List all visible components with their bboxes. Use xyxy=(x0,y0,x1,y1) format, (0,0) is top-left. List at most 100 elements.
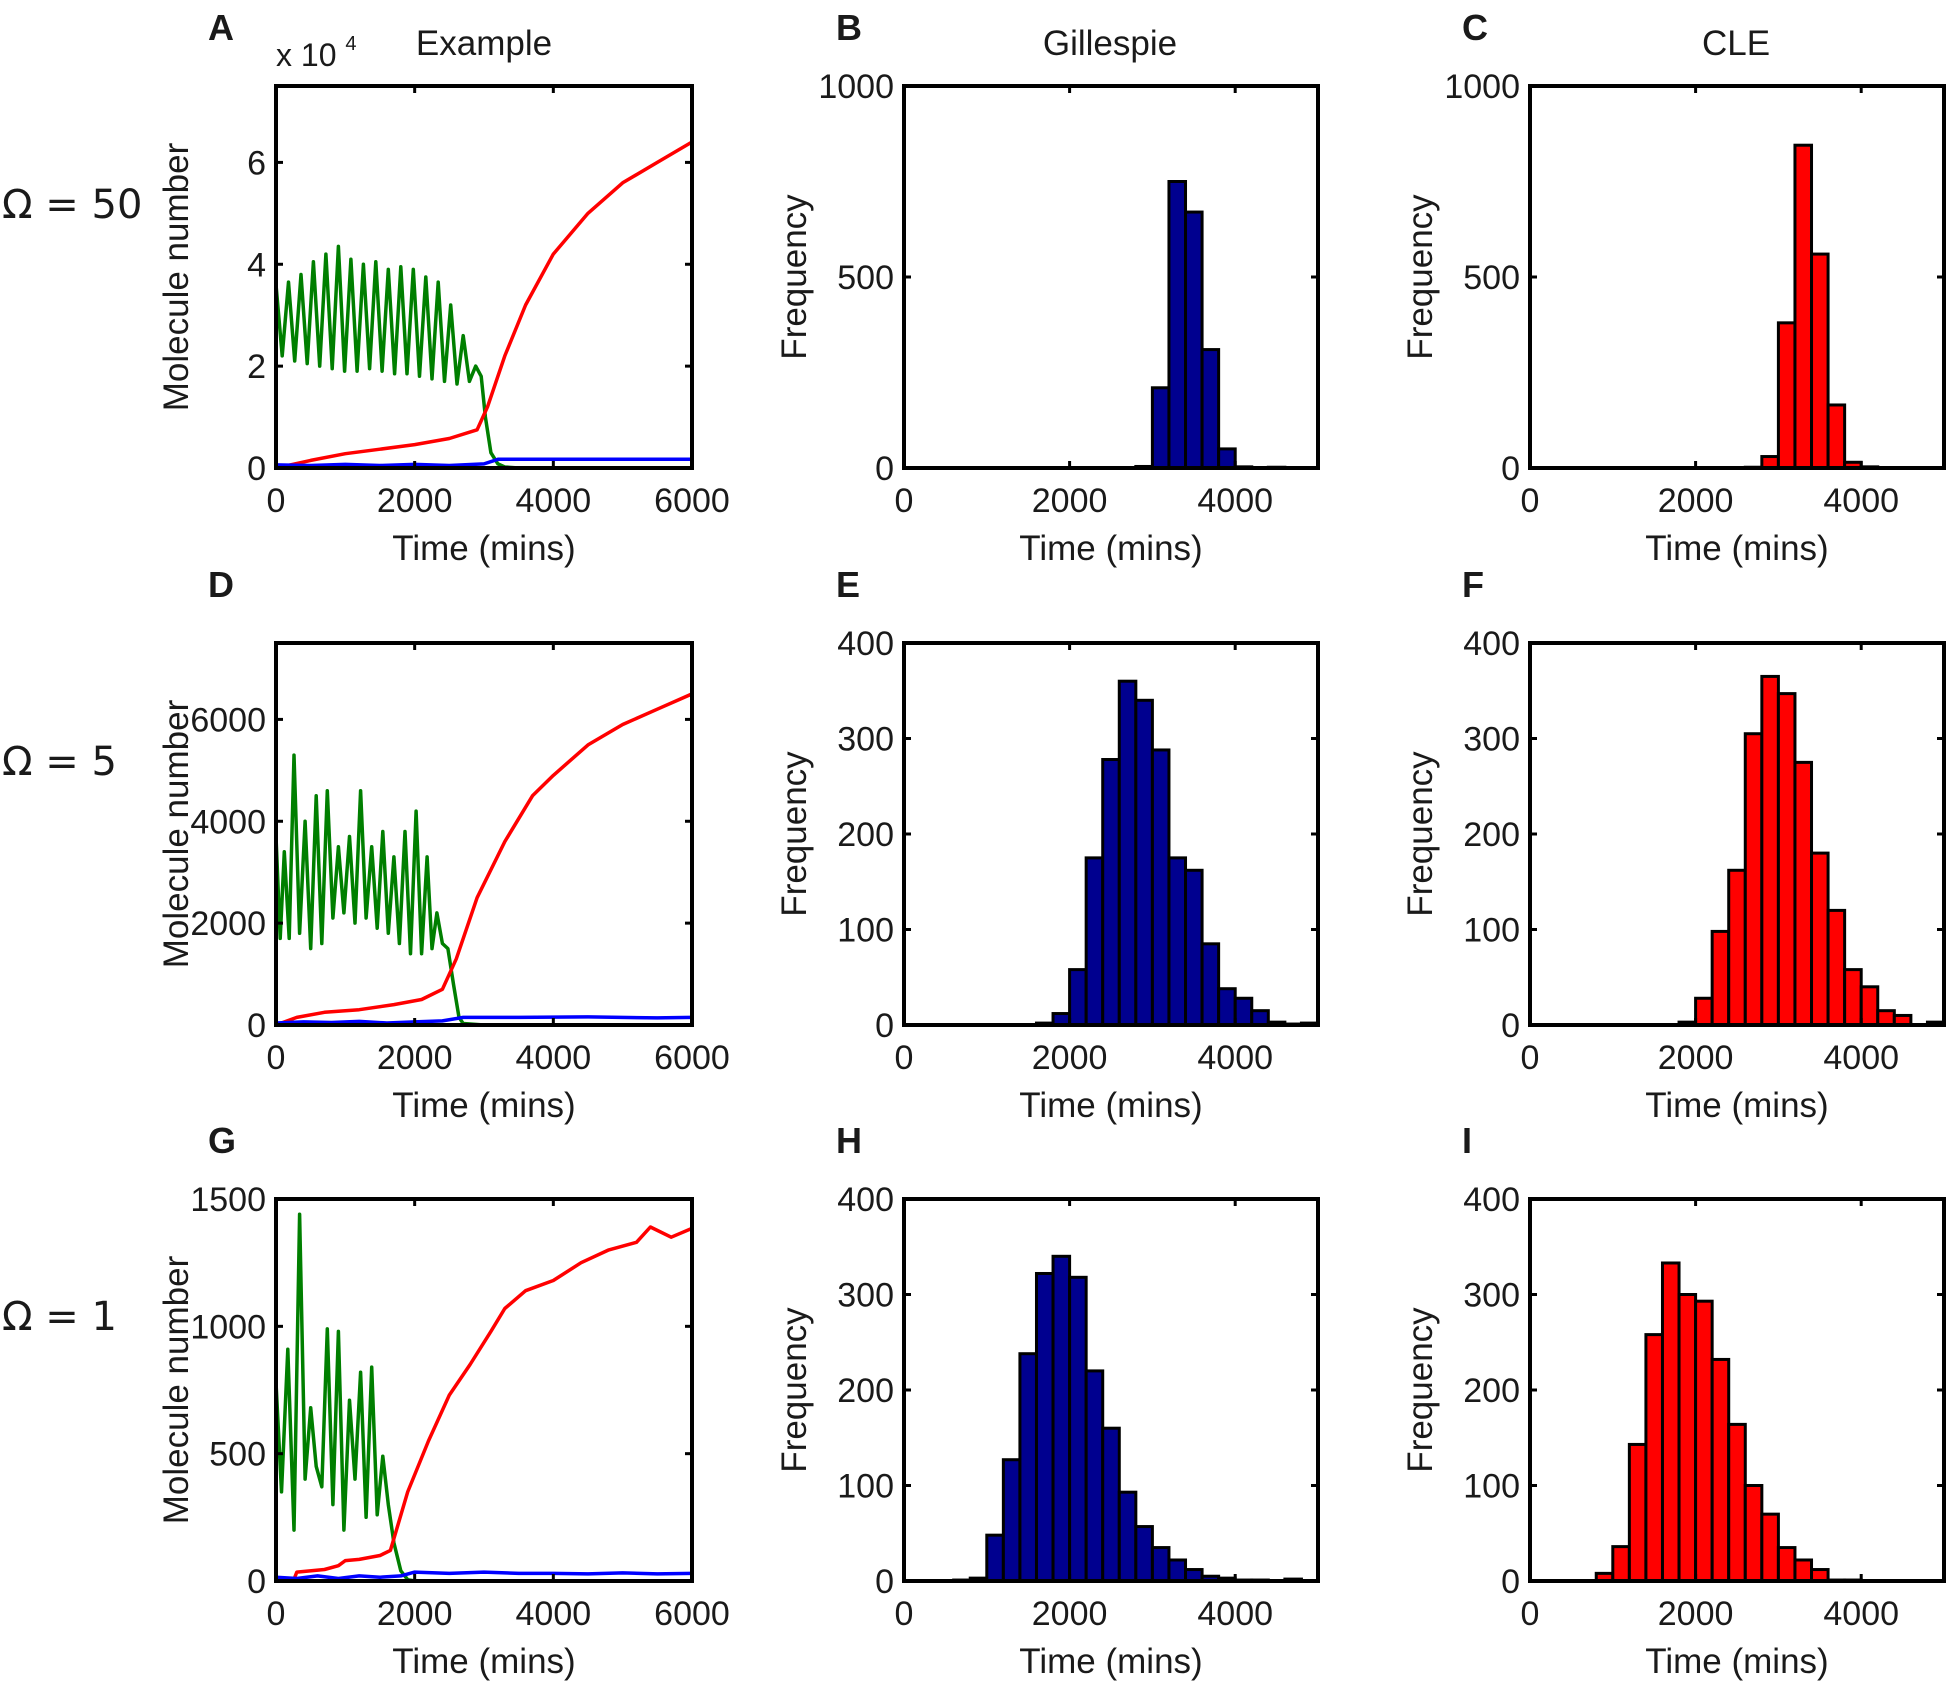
y-tick-label: 200 xyxy=(1463,816,1520,854)
x-axis-label: Time (mins) xyxy=(1645,1642,1828,1681)
axes-frame xyxy=(274,641,694,1027)
row-label-omega-5: Ω = 5 xyxy=(2,739,117,785)
histogram-bar xyxy=(1217,447,1237,468)
column-title-gillespie: Gillespie xyxy=(1043,24,1177,63)
histogram-bar xyxy=(1150,1546,1171,1581)
x-tick-label: 4000 xyxy=(1823,482,1899,520)
histogram-bar xyxy=(1068,968,1088,1025)
x-tick-label: 0 xyxy=(1521,1039,1540,1077)
y-tick-label: 400 xyxy=(837,625,894,663)
panel-D: D 0 2000 4000 6000 0 2000 4000 6000 Time (mins) Mo… xyxy=(157,564,730,1125)
x-axis-label: Time (mins) xyxy=(1645,529,1828,568)
x-tick-label: 4000 xyxy=(516,1039,592,1077)
x-tick-label: 2000 xyxy=(1032,1595,1108,1633)
plot-area xyxy=(1677,674,1944,1025)
x-tick-label: 0 xyxy=(267,1595,286,1633)
y-scale-base: x 10 xyxy=(276,37,336,73)
y-tick-label: 6000 xyxy=(190,701,266,739)
x-axis-label: Time (mins) xyxy=(392,529,575,568)
panel-label: F xyxy=(1462,564,1484,605)
histogram-bar xyxy=(1810,1568,1830,1581)
y-tick-label: 1500 xyxy=(190,1181,266,1219)
y-tick-label: 400 xyxy=(1463,625,1520,663)
panel-F: F 0 2000 4000 0 100 200 300 400 Time (mins) Freque… xyxy=(1401,564,1946,1125)
x-tick-label: 4000 xyxy=(516,1595,592,1633)
series-line-red xyxy=(276,140,692,468)
y-axis-label: Molecule number xyxy=(157,699,196,968)
series-line-blue xyxy=(276,1570,692,1581)
histogram-bar xyxy=(1167,1558,1188,1581)
y-tick-label: 0 xyxy=(875,1007,894,1045)
panel-B: B 0 2000 4000 0 500 1000 Time (mins) Frequency xyxy=(775,7,1320,568)
plot-area xyxy=(1743,143,1880,468)
y-tick-label: 100 xyxy=(1463,912,1520,950)
series-line-green xyxy=(276,244,692,468)
plot-area xyxy=(1034,679,1318,1025)
x-tick-label: 2000 xyxy=(1032,1039,1108,1077)
histogram-bar xyxy=(1117,1490,1138,1581)
histogram-bar xyxy=(1117,679,1138,1025)
y-axis-label: Molecule number xyxy=(157,142,196,411)
panel-H: H 0 2000 4000 0 100 200 300 400 Time (mins) Freque… xyxy=(775,1120,1320,1681)
histogram-bar xyxy=(1727,1422,1747,1581)
histogram-bar xyxy=(1892,1013,1913,1025)
x-tick-label: 6000 xyxy=(654,482,730,520)
panel-label: G xyxy=(208,1120,236,1161)
y-tick-label: 1000 xyxy=(818,68,894,106)
series-line-blue xyxy=(276,1015,692,1025)
x-axis-label: Time (mins) xyxy=(1019,1086,1202,1125)
x-axis-label: Time (mins) xyxy=(392,1086,575,1125)
histogram-bar xyxy=(1084,856,1105,1025)
y-tick-label: 100 xyxy=(837,1468,894,1506)
panel-A: A 0 2000 4000 6000 0 2 4 6 Time (mins) Molecule nu… xyxy=(157,7,730,568)
series-line-blue xyxy=(276,457,692,468)
axes-frame xyxy=(1528,84,1946,470)
x-tick-label: 6000 xyxy=(654,1595,730,1633)
panel-G: G 0 2000 4000 6000 0 500 1000 1500 Time (mins) Mol… xyxy=(157,1120,730,1681)
histogram-bar xyxy=(1184,210,1204,468)
histogram-bar xyxy=(1843,968,1863,1025)
panel-label: C xyxy=(1462,7,1488,48)
histogram-bar xyxy=(1793,143,1814,468)
panel-I: I 0 2000 4000 0 100 200 300 400 Time (mins) Freque… xyxy=(1401,1120,1946,1681)
plot-area xyxy=(276,1212,692,1581)
histogram-bar xyxy=(1084,1369,1105,1581)
histogram-bar xyxy=(1776,692,1797,1025)
histogram-bar xyxy=(1743,732,1764,1025)
y-tick-label: 100 xyxy=(837,912,894,950)
y-tick-label: 1000 xyxy=(1444,68,1520,106)
x-axis-label: Time (mins) xyxy=(1019,529,1202,568)
series-line-red xyxy=(276,692,692,1025)
x-tick-label: 0 xyxy=(895,1595,914,1633)
histogram-bar xyxy=(1826,403,1847,468)
histogram-bar xyxy=(1859,985,1880,1025)
x-axis-label: Time (mins) xyxy=(392,1642,575,1681)
y-tick-label: 300 xyxy=(837,1277,894,1315)
y-tick-label: 0 xyxy=(247,1563,266,1601)
histogram-bar xyxy=(1627,1442,1648,1581)
histogram-bar xyxy=(1810,252,1830,468)
x-tick-label: 2000 xyxy=(1032,482,1108,520)
histogram-bar xyxy=(1101,758,1121,1025)
histogram-bar xyxy=(1694,1299,1714,1581)
y-tick-label: 0 xyxy=(875,450,894,488)
y-axis-label: Frequency xyxy=(1401,194,1440,360)
y-tick-label: 500 xyxy=(837,259,894,297)
y-axis-label: Frequency xyxy=(1401,1307,1440,1473)
y-tick-label: 400 xyxy=(1463,1181,1520,1219)
histogram-bar xyxy=(1876,1009,1896,1025)
column-title-cle: CLE xyxy=(1702,24,1770,63)
histogram-bar xyxy=(1760,674,1780,1025)
x-tick-label: 2000 xyxy=(1658,1039,1734,1077)
y-scale-factor: x 10 4 xyxy=(276,33,357,73)
histogram-bar xyxy=(1694,996,1714,1025)
axes-frame xyxy=(274,84,694,470)
histogram-bar xyxy=(1710,1357,1731,1581)
histogram-bar xyxy=(1743,1484,1764,1581)
x-tick-label: 4000 xyxy=(1197,1039,1273,1077)
panel-label: D xyxy=(208,564,234,605)
y-tick-label: 0 xyxy=(247,1007,266,1045)
row-label-omega-50: Ω = 50 xyxy=(2,182,142,228)
histogram-bar xyxy=(1250,1009,1270,1025)
